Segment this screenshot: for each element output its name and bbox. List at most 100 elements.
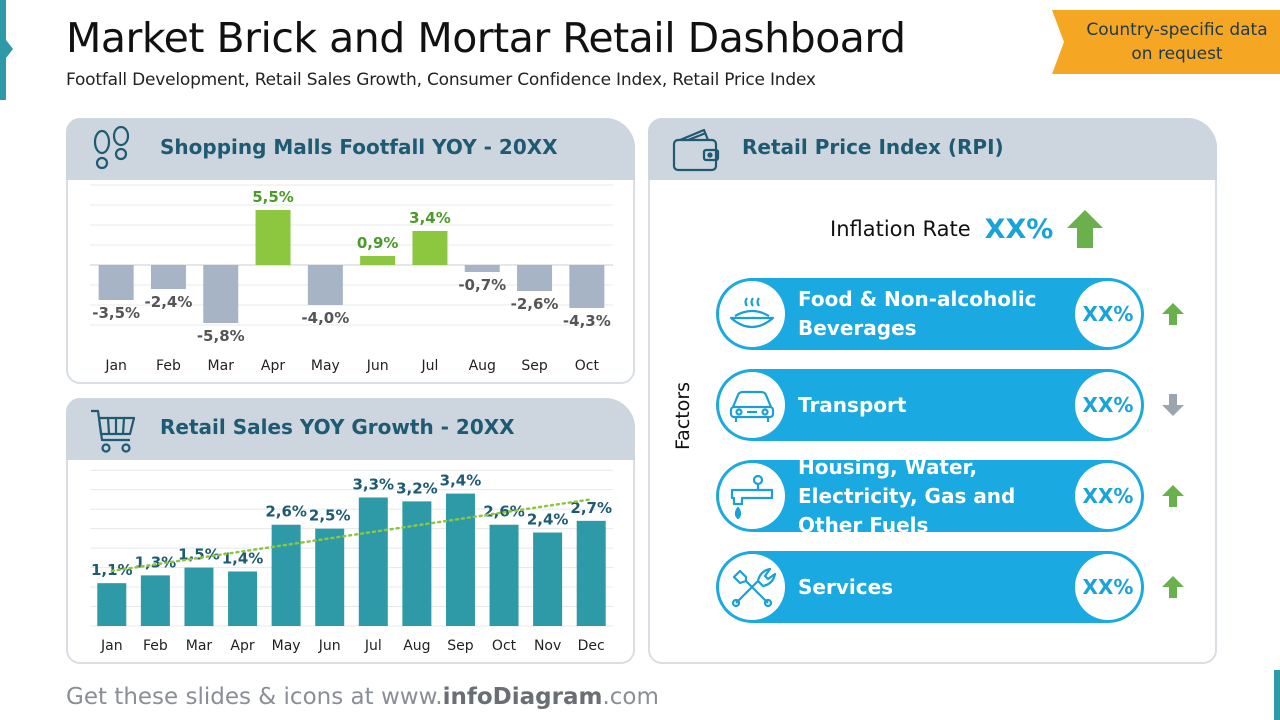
bar: [271, 524, 301, 626]
inflation-up-arrow-icon: [1067, 210, 1104, 248]
data-label: 5,5%: [252, 188, 294, 206]
bar: [150, 265, 186, 289]
page-subtitle: Footfall Development, Retail Sales Growt…: [66, 70, 816, 90]
tick-label: Dec: [578, 638, 605, 654]
sales-chart: 1,1%Jan1,3%Feb1,5%Mar1,4%Apr2,6%May2,5%J…: [90, 469, 613, 654]
footer-brand: infoDiagram: [442, 684, 603, 710]
tick-label: Mar: [208, 358, 235, 374]
tools-icon: [719, 554, 785, 620]
shopping-cart-icon: [91, 409, 136, 453]
footer-suffix: .com: [602, 684, 659, 710]
tick-label: May: [272, 638, 301, 654]
bar: [358, 497, 388, 626]
tick-label: Jun: [318, 638, 341, 654]
bar: [489, 524, 519, 626]
bar: [315, 528, 345, 626]
data-label: 2,4%: [527, 511, 569, 529]
bar: [255, 210, 291, 265]
right-accent-bar: [1274, 670, 1280, 720]
data-label: 1,3%: [135, 553, 177, 571]
data-label: -2,6%: [511, 295, 559, 313]
bar: [98, 265, 134, 300]
tick-label: Jun: [366, 358, 389, 374]
footfall-panel-header: Shopping Malls Footfall YOY - 20XX: [66, 118, 635, 180]
bar: [97, 583, 127, 626]
tick-label: Jul: [364, 638, 382, 654]
bar: [402, 501, 432, 626]
tick-label: Oct: [492, 638, 517, 654]
trend-down-arrow-icon: [1162, 394, 1184, 416]
bar: [412, 231, 448, 265]
inflation-value: XX%: [984, 213, 1054, 245]
tick-label: Apr: [261, 358, 285, 374]
tick-label: Nov: [534, 638, 561, 654]
footfall-panel-title: Shopping Malls Footfall YOY - 20XX: [160, 135, 558, 159]
bar: [517, 265, 553, 291]
footprints-icon: [93, 126, 130, 170]
footfall-panel: Shopping Malls Footfall YOY - 20XX -3,5%…: [66, 118, 635, 384]
food-bowl-icon: [719, 281, 785, 347]
badge-text: Country-specific data on request: [1086, 20, 1268, 64]
tick-label: Apr: [230, 638, 254, 654]
data-label: -4,3%: [563, 312, 611, 330]
factor-value: XX%: [1075, 463, 1141, 529]
data-label: 2,5%: [309, 507, 351, 525]
data-label: -0,7%: [458, 276, 506, 294]
data-label: -2,4%: [145, 293, 193, 311]
trend-up-arrow-icon: [1162, 303, 1184, 325]
rpi-panel-header: Retail Price Index (RPI): [648, 118, 1217, 180]
data-label: -5,8%: [197, 327, 245, 345]
factor-row: Food & Non-alcoholic Beverages XX%: [716, 278, 1144, 350]
left-accent-bar: [0, 0, 13, 100]
bar: [228, 571, 258, 626]
bar: [464, 265, 500, 272]
footer-prefix: Get these slides & icons at www.: [66, 684, 443, 710]
data-label: 2,6%: [265, 503, 307, 521]
tick-label: Jul: [420, 358, 438, 374]
factor-value: XX%: [1075, 554, 1141, 620]
rpi-panel-title: Retail Price Index (RPI): [742, 135, 1004, 159]
data-label: -3,5%: [92, 304, 140, 322]
car-icon: [719, 372, 785, 438]
trend-up-arrow-icon: [1162, 576, 1184, 598]
tick-label: Sep: [521, 358, 548, 374]
tick-label: Jan: [100, 638, 123, 654]
factor-value: XX%: [1075, 281, 1141, 347]
tick-label: Feb: [156, 358, 181, 374]
bar: [533, 532, 563, 626]
factor-value: XX%: [1075, 372, 1141, 438]
country-data-badge[interactable]: Country-specific data on request: [1052, 10, 1280, 74]
bar: [576, 520, 606, 626]
factor-label: Housing, Water, Electricity, Gas and Oth…: [798, 454, 1016, 537]
bar: [140, 575, 170, 626]
data-label: -4,0%: [301, 309, 349, 327]
data-label: 3,3%: [352, 475, 394, 493]
bar: [445, 493, 475, 626]
bar: [203, 265, 239, 323]
inflation-label: Inflation Rate: [830, 217, 971, 241]
bar: [360, 256, 396, 265]
factor-row: Transport XX%: [716, 369, 1144, 441]
footer-text: Get these slides & icons at www.infoDiag…: [66, 684, 659, 710]
sales-panel-title: Retail Sales YOY Growth - 20XX: [160, 415, 515, 439]
badge-shape: [1052, 10, 1280, 74]
tick-label: Aug: [403, 638, 430, 654]
sales-panel-header: Retail Sales YOY Growth - 20XX: [66, 398, 635, 460]
factor-label: Food & Non-alcoholic Beverages: [798, 287, 1037, 340]
data-label: 0,9%: [357, 234, 399, 252]
trend-up-arrow-icon: [1162, 485, 1184, 507]
factor-label: Services: [798, 574, 894, 599]
tick-label: Aug: [469, 358, 496, 374]
bar: [184, 567, 214, 626]
tick-label: Mar: [186, 638, 213, 654]
tick-label: Sep: [447, 638, 474, 654]
factor-row: Services XX%: [716, 551, 1144, 623]
footfall-chart: -3,5% Jan -2,4% Feb -5,8% Mar 5,5% Apr -4,0% May 0…: [90, 184, 613, 374]
tick-label: Feb: [143, 638, 168, 654]
data-label: 3,4%: [409, 209, 451, 227]
sales-panel: Retail Sales YOY Growth - 20XX 1,1% Jan 1,…: [66, 398, 635, 664]
tick-label: Oct: [575, 358, 600, 374]
wallet-icon: [672, 128, 720, 172]
factor-label: Transport: [798, 392, 907, 417]
water-tap-icon: [719, 463, 785, 529]
